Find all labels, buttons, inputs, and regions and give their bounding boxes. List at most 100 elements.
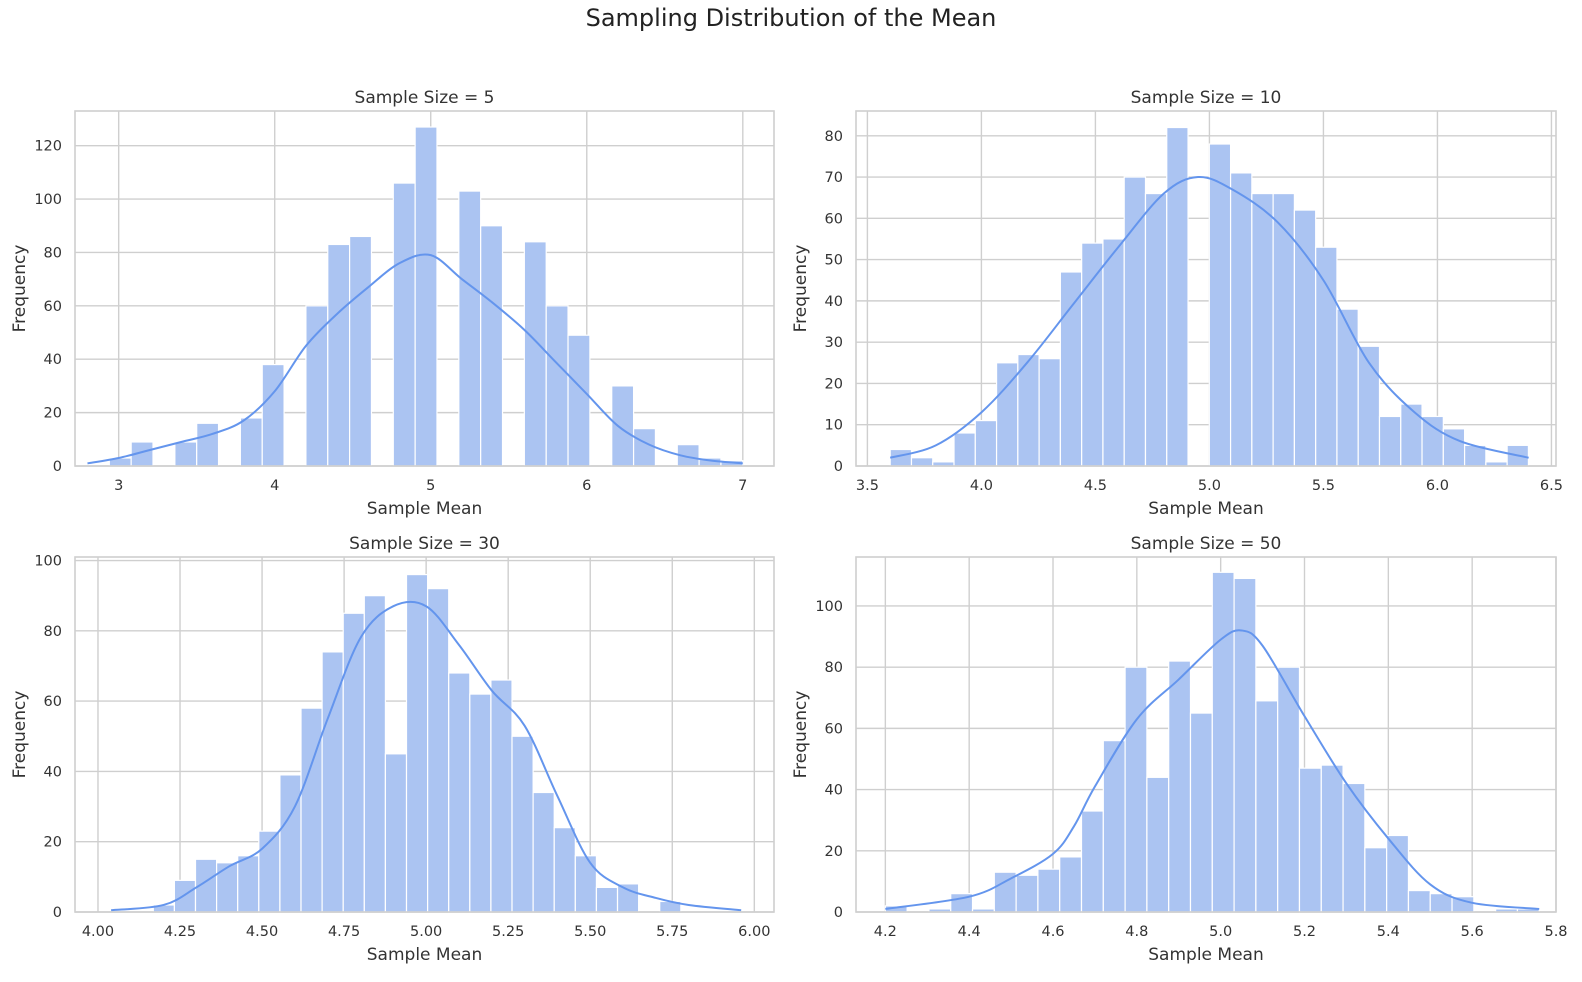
y-tick-label: 20 (825, 844, 843, 860)
histogram-bar (1081, 242, 1104, 467)
axes-frame (74, 556, 775, 913)
histogram-bar (532, 791, 555, 913)
y-tick-label: 120 (34, 139, 62, 155)
x-axis-label: Sample Mean (1148, 499, 1263, 519)
histogram-bar (1315, 246, 1338, 467)
y-tick-label: 80 (44, 624, 62, 640)
histogram-bar (1251, 192, 1274, 467)
histogram-bar (974, 419, 998, 467)
y-tick-label: 20 (825, 376, 843, 392)
x-tick-label: 4.8 (1125, 924, 1148, 940)
histogram-bar (1364, 847, 1388, 913)
x-tick-label: 5.6 (1461, 924, 1484, 940)
subplot-3: 4.00 4.25 4.50 4.75 5.00 5.25 5.50 5.75 6.00 0 20 4… (10, 534, 775, 965)
subplot-title: Sample Size = 50 (1131, 534, 1282, 554)
histogram-bar (1407, 889, 1431, 913)
y-tick-label: 40 (44, 764, 62, 780)
histogram-bar (469, 693, 492, 913)
y-axis-label: Frequency (10, 245, 30, 333)
histogram-bar (632, 428, 657, 467)
histogram-bar (595, 886, 619, 913)
histogram-bar (405, 573, 429, 913)
histogram-bar (305, 305, 329, 467)
histogram-bar (1421, 415, 1444, 467)
subplot-4: 4.2 4.4 4.6 4.8 5.0 5.2 5.4 5.6 5.8 0 20 40 60 80 100 S… (791, 534, 1568, 965)
histogram-bar (1293, 209, 1317, 467)
axes-frame (855, 110, 1557, 467)
x-tick-label: 4.4 (958, 924, 981, 940)
y-tick-label: 60 (825, 211, 843, 227)
x-tick-label: 3 (114, 478, 123, 494)
histogram-bar (196, 422, 220, 467)
histogram-bar (1229, 172, 1253, 467)
x-tick-label: 4.25 (164, 924, 196, 940)
y-tick-label: 100 (34, 554, 62, 570)
histogram-bar (427, 588, 450, 913)
histogram-bar (1400, 403, 1423, 467)
x-tick-label: 4.75 (328, 924, 360, 940)
figure-title: Sampling Distribution of the Mean (585, 4, 997, 32)
y-tick-label: 0 (834, 905, 843, 921)
histogram-bar (1059, 856, 1083, 913)
histogram-bar (511, 735, 534, 913)
histogram-bar (1102, 238, 1125, 467)
histogram-bar (490, 679, 513, 913)
histogram-bar (1123, 176, 1147, 467)
subplot-title: Sample Size = 10 (1131, 88, 1282, 108)
x-tick-label: 4.50 (246, 924, 278, 940)
x-tick-label: 4.6 (1041, 924, 1064, 940)
histogram-bar (458, 190, 482, 467)
histogram-bar (910, 457, 934, 467)
y-tick-label: 60 (44, 299, 62, 315)
y-tick-label: 100 (815, 599, 843, 615)
histogram-bar (523, 241, 547, 467)
y-tick-label: 40 (825, 783, 843, 799)
x-tick-label: 4 (270, 478, 279, 494)
histogram-bar (1272, 192, 1296, 467)
histogram-bar (611, 385, 635, 467)
x-tick-label: 5.75 (656, 924, 688, 940)
kde-line (889, 176, 1529, 459)
histogram-bar (300, 707, 323, 913)
histogram-bar (1342, 782, 1366, 913)
x-tick-label: 5.0 (1198, 478, 1221, 494)
y-tick-label: 60 (825, 721, 843, 737)
x-tick-label: 5.2 (1293, 924, 1316, 940)
x-axis-label: Sample Mean (367, 499, 482, 519)
histogram-bar (448, 672, 471, 913)
subplot-2: 3.5 4.0 4.5 5.0 5.5 6.0 6.5 0 10 20 30 40 50 60 70 80 Sa… (791, 88, 1563, 519)
x-tick-label: 4.2 (874, 924, 897, 940)
histogram-bar (279, 774, 302, 913)
x-tick-label: 7 (738, 478, 747, 494)
histogram-bar (1168, 660, 1192, 913)
histogram-bar (1208, 143, 1232, 467)
histogram-bar (574, 855, 598, 913)
y-axis-label: Frequency (791, 245, 811, 333)
axes-frame (855, 556, 1557, 913)
y-axis-label: Frequency (10, 691, 30, 779)
x-tick-label: 4.00 (82, 924, 114, 940)
y-tick-label: 80 (44, 245, 62, 261)
x-tick-label: 5.0 (1209, 924, 1232, 940)
y-tick-label: 20 (44, 406, 62, 422)
subplot-title: Sample Size = 5 (355, 88, 495, 108)
x-tick-label: 5.8 (1544, 924, 1567, 940)
y-tick-label: 60 (44, 694, 62, 710)
axes-frame (74, 110, 775, 467)
histogram-bar (1038, 358, 1061, 467)
y-tick-label: 100 (34, 192, 62, 208)
histogram-bar (363, 595, 387, 913)
y-tick-label: 40 (825, 294, 843, 310)
kde-line (87, 253, 743, 465)
histogram-bar (1189, 712, 1213, 913)
histogram-bar (1298, 767, 1322, 913)
histogram-bar (237, 855, 260, 913)
y-tick-label: 10 (825, 418, 843, 434)
x-tick-label: 5.25 (492, 924, 524, 940)
histogram-bar (1320, 764, 1344, 913)
histogram-bar (1378, 415, 1402, 467)
histogram-bar (258, 830, 281, 913)
histogram-bar (384, 753, 408, 913)
x-tick-label: 6 (582, 478, 591, 494)
